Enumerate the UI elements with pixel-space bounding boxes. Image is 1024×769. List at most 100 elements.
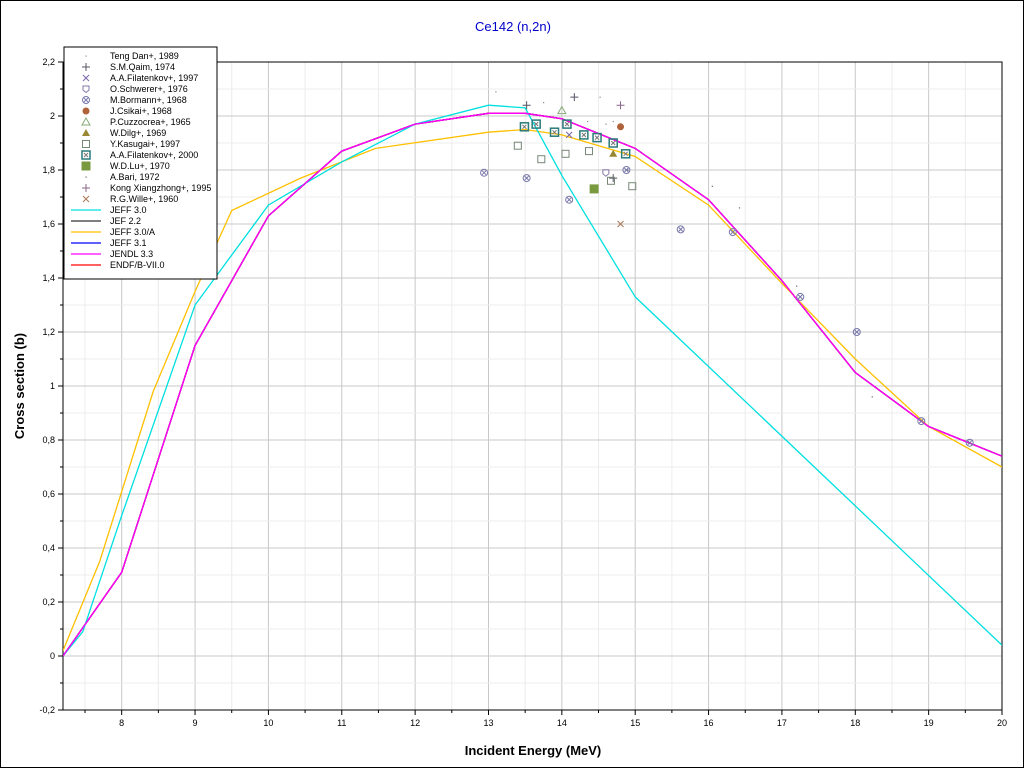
dot — [543, 102, 545, 104]
plus — [82, 63, 90, 71]
x — [533, 121, 539, 127]
data-point — [965, 438, 974, 447]
y-tick-label: 2 — [50, 111, 55, 121]
circle — [82, 107, 90, 115]
dot — [605, 123, 607, 125]
data-point — [531, 119, 541, 129]
x-tick-label: 9 — [193, 718, 198, 728]
y-tick-label: 0,6 — [42, 489, 55, 499]
square — [537, 155, 546, 164]
data-point — [561, 149, 570, 158]
data-point — [495, 91, 497, 93]
legend-label: JEF 2.2 — [110, 216, 141, 226]
triangle — [556, 105, 567, 115]
circle — [522, 174, 531, 183]
data-point — [917, 417, 926, 426]
square — [579, 130, 589, 140]
data-point — [628, 182, 637, 191]
dot — [599, 96, 601, 98]
legend-label: JEFF 3.0 — [110, 205, 147, 215]
data-point — [627, 169, 629, 171]
square — [608, 138, 618, 148]
square — [592, 132, 602, 143]
x — [624, 167, 629, 173]
legend-marker — [85, 176, 87, 178]
dot — [85, 55, 87, 57]
square — [584, 147, 593, 156]
data-point — [579, 130, 589, 140]
data-point — [796, 292, 805, 301]
legend-marker — [81, 161, 91, 171]
square — [589, 184, 599, 194]
data-point — [556, 105, 567, 115]
y-tick-label: 1,4 — [42, 273, 55, 283]
legend-marker — [81, 150, 91, 160]
x — [82, 195, 90, 203]
legend-marker — [82, 63, 90, 71]
legend-label: M.Bormann+, 1968 — [110, 95, 187, 105]
dot — [711, 185, 713, 187]
legend-marker — [82, 140, 90, 148]
x-tick-label: 14 — [557, 718, 567, 728]
square — [81, 150, 91, 160]
legend-label: A.A.Filatenkov+, 2000 — [110, 150, 198, 160]
data-point — [602, 169, 610, 177]
x — [481, 170, 487, 176]
circle — [622, 166, 631, 174]
data-point — [584, 147, 593, 156]
plus — [570, 93, 579, 102]
square — [628, 182, 637, 191]
legend-label: Kong Xiangzhong+, 1995 — [110, 183, 211, 193]
x — [524, 175, 529, 181]
y-tick-label: 0,8 — [42, 435, 55, 445]
dot — [495, 91, 497, 93]
data-point — [606, 176, 615, 185]
legend-marker — [82, 85, 90, 94]
plus — [82, 184, 90, 192]
x — [522, 124, 527, 130]
x — [83, 152, 89, 158]
legend-marker — [85, 55, 87, 57]
x-tick-label: 17 — [777, 718, 787, 728]
x — [82, 74, 90, 82]
x-tick-label: 15 — [630, 718, 640, 728]
legend-label: W.Dilg+, 1969 — [110, 128, 166, 138]
series-line-jendl-3-3 — [63, 112, 1002, 657]
legend-label: A.A.Filatenkov+, 1997 — [110, 73, 198, 83]
legend-marker — [82, 184, 90, 192]
data-point — [620, 149, 631, 159]
x — [610, 140, 616, 146]
x — [623, 151, 629, 157]
x-tick-label: 12 — [410, 718, 420, 728]
x — [83, 97, 89, 103]
legend-label: JENDL 3.3 — [110, 249, 153, 259]
x-tick-label: 11 — [337, 718, 346, 728]
circle — [565, 195, 574, 204]
data-point — [676, 225, 685, 234]
data-point — [616, 101, 625, 110]
data-point — [543, 102, 545, 104]
circle — [728, 228, 737, 237]
square — [549, 127, 560, 137]
data-point — [592, 132, 602, 143]
x — [552, 129, 557, 135]
x-tick-label: 18 — [850, 718, 860, 728]
data-point — [522, 174, 531, 183]
x — [730, 229, 736, 235]
y-tick-label: 2,2 — [42, 57, 55, 67]
circle — [917, 417, 926, 426]
data-point — [796, 285, 798, 287]
data-point — [519, 122, 530, 132]
dot — [85, 176, 87, 178]
dot — [796, 285, 798, 287]
legend-label: JEFF 3.1 — [110, 238, 147, 248]
y-tick-label: 1,8 — [42, 165, 55, 175]
y-tick-label: 0,4 — [42, 543, 55, 553]
data-point — [549, 127, 560, 137]
data-point — [608, 138, 618, 148]
circle — [676, 225, 685, 234]
data-point — [609, 174, 618, 183]
data-point — [609, 149, 618, 157]
